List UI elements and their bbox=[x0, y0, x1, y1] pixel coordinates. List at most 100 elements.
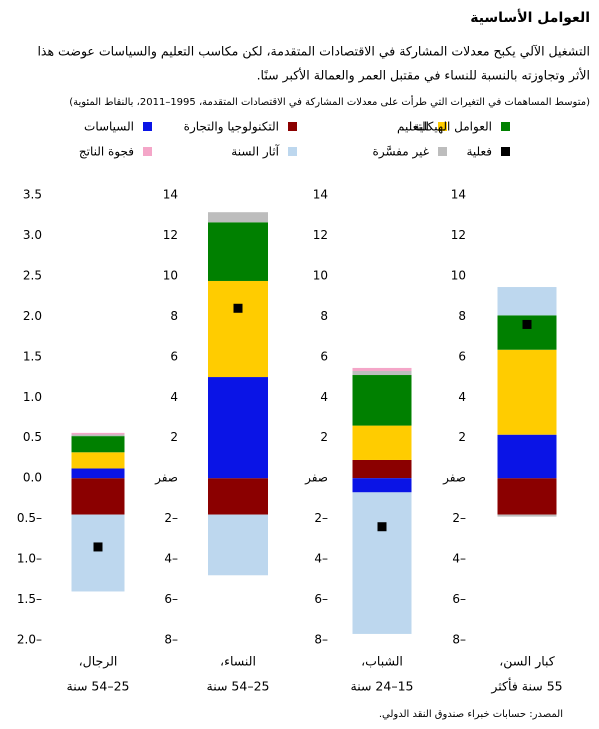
x-tick-label: الشباب، bbox=[361, 654, 403, 669]
bar-segment bbox=[352, 459, 412, 479]
y-tick-label: 14 bbox=[451, 188, 466, 202]
y-tick-label: 10 bbox=[163, 268, 178, 282]
bar-segment bbox=[497, 434, 557, 479]
y-tick-label: 2 bbox=[458, 430, 466, 444]
x-tick-label: 25–54 سنة bbox=[207, 679, 270, 694]
y-tick-label: 12 bbox=[451, 228, 466, 242]
legend-label: غير مفسَّرة bbox=[373, 144, 429, 159]
bar-segment bbox=[208, 280, 268, 378]
legend-label: السياسات bbox=[84, 120, 134, 134]
bar-segment bbox=[497, 478, 557, 515]
legend-label: فعلية bbox=[466, 145, 492, 159]
chart-subtitle: الأثر وتجاوزته بالنسبة للنساء في مقتبل ا… bbox=[257, 68, 590, 84]
legend-marker bbox=[501, 147, 510, 156]
bar-segment bbox=[71, 468, 125, 479]
y-tick-label: 0.0 bbox=[23, 471, 42, 485]
actual-marker bbox=[233, 303, 243, 313]
legend-swatch bbox=[288, 122, 297, 131]
x-tick-label: كبار السن، bbox=[499, 654, 555, 670]
chart-title: العوامل الأساسية bbox=[470, 9, 590, 26]
x-tick-label: 15–24 سنة bbox=[351, 679, 414, 694]
y-tick-label: 8 bbox=[170, 309, 178, 323]
y-tick-label: 12 bbox=[313, 228, 328, 242]
bar-segment bbox=[208, 514, 268, 576]
bar-segment bbox=[208, 377, 268, 479]
y-tick-label: 1.5 bbox=[23, 349, 42, 363]
y-tick-label: صفر bbox=[154, 471, 178, 486]
bar-segment bbox=[71, 452, 125, 469]
y-tick-label: 0.5 bbox=[23, 430, 42, 444]
legend-label: التكنولوجيا والتجارة bbox=[184, 120, 279, 135]
y-tick-label: 1.0 bbox=[23, 390, 42, 404]
y-tick-label: 2 bbox=[320, 430, 328, 444]
y-tick-label: 4– bbox=[452, 552, 466, 566]
y-tick-label: 6 bbox=[458, 349, 466, 363]
y-tick-label: 6 bbox=[170, 349, 178, 363]
y-tick-label: 2.0 bbox=[23, 309, 42, 323]
x-tick-label: 55 سنة فأكثر bbox=[490, 678, 562, 695]
y-tick-label: 10 bbox=[451, 268, 466, 282]
y-tick-label: 4– bbox=[314, 552, 328, 566]
legend-label: التعليم bbox=[397, 120, 429, 134]
y-tick-label: 6– bbox=[164, 592, 178, 606]
x-tick-label: الرجال، bbox=[79, 654, 118, 670]
bar-segment bbox=[208, 222, 268, 281]
actual-marker bbox=[93, 542, 103, 552]
y-tick-label: 10 bbox=[313, 268, 328, 282]
y-tick-label: 2.5 bbox=[23, 268, 42, 282]
y-tick-label: 1.5– bbox=[17, 592, 42, 606]
y-tick-label: صفر bbox=[442, 471, 466, 486]
y-tick-label: 4 bbox=[458, 390, 466, 404]
y-tick-label: 14 bbox=[313, 188, 328, 202]
legend-label: العوامل الهيكلية bbox=[414, 120, 492, 135]
bar-segment bbox=[497, 514, 557, 517]
y-tick-label: 6 bbox=[320, 349, 328, 363]
y-tick-label: 8 bbox=[320, 309, 328, 323]
y-tick-label: 0.5– bbox=[17, 511, 42, 525]
y-tick-label: 2– bbox=[452, 511, 466, 525]
y-tick-label: 2– bbox=[314, 511, 328, 525]
y-tick-label: 4 bbox=[170, 390, 178, 404]
legend-swatch bbox=[501, 122, 510, 131]
y-tick-label: 14 bbox=[163, 188, 178, 202]
y-tick-label: 12 bbox=[163, 228, 178, 242]
y-tick-label: 6– bbox=[314, 592, 328, 606]
legend-label: فجوة الناتج bbox=[79, 145, 134, 160]
actual-marker bbox=[522, 319, 532, 329]
y-tick-label: 8– bbox=[452, 633, 466, 647]
y-tick-label: 3.5 bbox=[23, 188, 42, 202]
y-tick-label: صفر bbox=[304, 471, 328, 486]
bar-segment bbox=[71, 436, 125, 453]
legend-swatch bbox=[288, 147, 297, 156]
bar-segment bbox=[352, 492, 412, 634]
y-tick-label: 8– bbox=[164, 633, 178, 647]
y-tick-label: 8– bbox=[314, 633, 328, 647]
legend-swatch bbox=[438, 147, 447, 156]
bar-segment bbox=[71, 514, 125, 592]
y-tick-label: 2 bbox=[170, 430, 178, 444]
bar-segment bbox=[352, 375, 412, 426]
bar-segment bbox=[497, 287, 557, 316]
bar-segment bbox=[71, 432, 125, 435]
legend-swatch bbox=[438, 122, 447, 131]
source: المصدر: حسابات خبراء صندوق النقد الدولي. bbox=[379, 709, 563, 720]
y-tick-label: 6– bbox=[452, 592, 466, 606]
y-tick-label: 8 bbox=[458, 309, 466, 323]
actual-marker bbox=[377, 522, 387, 532]
legend-swatch bbox=[143, 147, 152, 156]
x-tick-label: النساء، bbox=[220, 654, 256, 669]
chart-subtitle: التشغيل الآلي يكبح معدلات المشاركة في ال… bbox=[37, 44, 590, 60]
bar-segment bbox=[352, 478, 412, 493]
y-tick-label: 4 bbox=[320, 390, 328, 404]
y-tick-label: 3.0 bbox=[23, 228, 42, 242]
bar-segment bbox=[208, 478, 268, 515]
y-tick-label: 2– bbox=[164, 511, 178, 525]
y-tick-label: 2.0– bbox=[17, 633, 42, 647]
y-tick-label: 1.0– bbox=[17, 552, 42, 566]
bar-segment bbox=[352, 370, 412, 376]
x-tick-label: 25–54 سنة bbox=[67, 679, 130, 694]
bar-segment bbox=[497, 349, 557, 435]
chart-note: (متوسط المساهمات في التغيرات التي طرأت ع… bbox=[69, 95, 590, 108]
bar-segment bbox=[71, 434, 125, 437]
